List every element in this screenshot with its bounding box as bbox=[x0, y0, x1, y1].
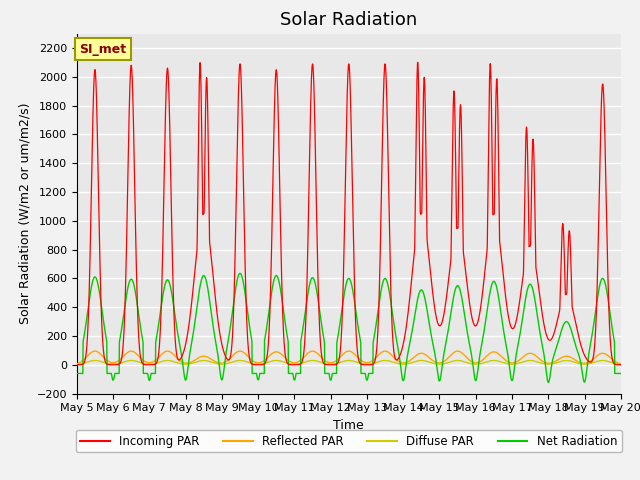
Text: SI_met: SI_met bbox=[79, 43, 127, 56]
Title: Solar Radiation: Solar Radiation bbox=[280, 11, 417, 29]
Y-axis label: Solar Radiation (W/m2 or um/m2/s): Solar Radiation (W/m2 or um/m2/s) bbox=[18, 103, 31, 324]
Legend: Incoming PAR, Reflected PAR, Diffuse PAR, Net Radiation: Incoming PAR, Reflected PAR, Diffuse PAR… bbox=[76, 430, 622, 453]
X-axis label: Time: Time bbox=[333, 419, 364, 432]
